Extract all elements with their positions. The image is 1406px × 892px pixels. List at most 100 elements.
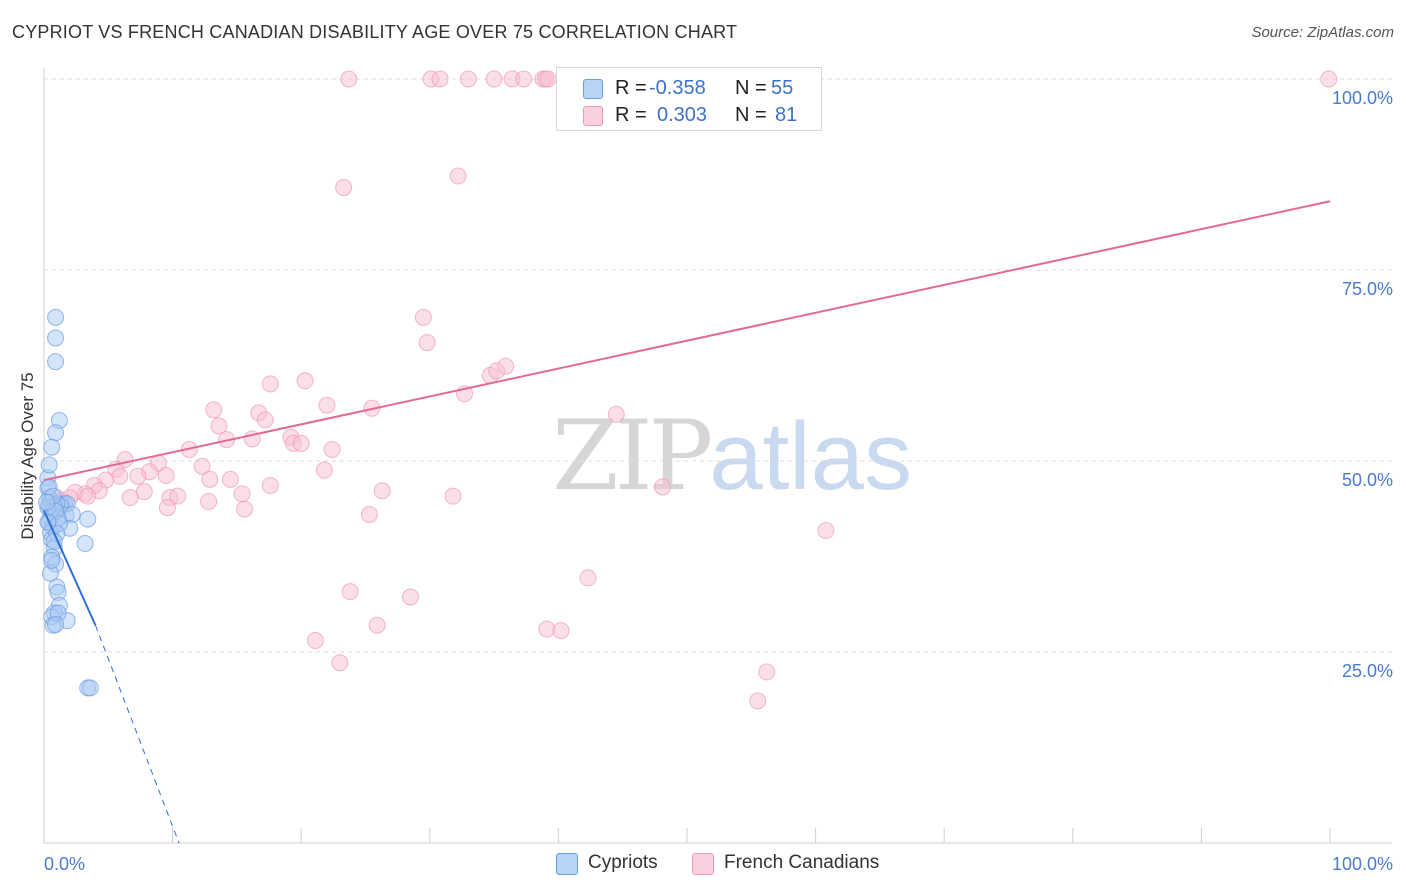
legend-row-french-canadians: R = 0.303 N = 81 xyxy=(557,101,821,129)
french-canadian-point xyxy=(121,489,139,507)
french-canadian-point xyxy=(331,654,349,672)
gridlines xyxy=(44,78,1392,653)
watermark-zip: ZIP xyxy=(552,400,713,512)
cypriot-swatch xyxy=(583,79,603,99)
french-canadian-point xyxy=(485,70,503,88)
french-canadian-points xyxy=(48,70,1338,710)
cypriot-point xyxy=(47,329,65,347)
french-canadian-point xyxy=(335,178,353,196)
cypriot-point xyxy=(43,551,61,569)
french-canadian-point xyxy=(318,396,336,414)
french-canadian-point xyxy=(758,663,776,681)
french-canadian-point xyxy=(539,70,557,88)
cypriot-point xyxy=(79,510,97,528)
french-canadian-point xyxy=(817,522,835,540)
bottom-fc-swatch xyxy=(692,853,714,875)
french-canadian-point xyxy=(201,470,219,488)
french-canadian-point xyxy=(402,588,420,606)
stats-legend: R = -0.358 N = 55 R = 0.303 N = 81 xyxy=(556,67,822,131)
cypriot-point xyxy=(47,615,65,633)
cypriot-r-value: -0.358 xyxy=(649,77,706,99)
french-canadian-trend-line xyxy=(43,200,1331,482)
fc-n-value: 81 xyxy=(775,104,798,126)
cypriot-point xyxy=(43,438,61,456)
french-canadian-point xyxy=(579,569,597,587)
watermark: ZIPatlas xyxy=(552,400,912,512)
french-canadian-point xyxy=(497,357,515,375)
french-canadian-point xyxy=(431,70,449,88)
x-tick-label: 100.0% xyxy=(1332,854,1393,874)
french-canadian-point xyxy=(193,457,211,475)
french-canadian-point xyxy=(459,70,477,88)
french-canadian-point xyxy=(444,487,462,505)
french-canadian-point xyxy=(340,70,358,88)
french-canadian-point xyxy=(296,372,314,390)
cypriot-point xyxy=(81,679,99,697)
y-tick-label: 100.0% xyxy=(1332,88,1393,108)
y-tick-label: 50.0% xyxy=(1342,470,1393,490)
french-canadian-point xyxy=(306,632,324,650)
french-canadian-point xyxy=(129,467,147,485)
french-canadian-point xyxy=(135,483,153,501)
cypriot-point xyxy=(47,353,65,371)
french-canadian-point xyxy=(169,487,187,505)
french-canadian-point xyxy=(79,487,97,505)
french-canadian-point xyxy=(515,70,533,88)
cypriot-point xyxy=(47,308,65,326)
cypriot-point xyxy=(38,493,56,511)
french-canadian-point xyxy=(292,434,310,452)
cypriot-trend-extension xyxy=(94,625,180,844)
y-tick-label: 25.0% xyxy=(1342,661,1393,681)
french-canadian-point xyxy=(341,583,359,601)
french-canadian-point xyxy=(654,478,672,496)
fc-swatch xyxy=(583,106,603,126)
french-canadian-point xyxy=(414,308,432,326)
cypriot-points xyxy=(38,308,99,697)
french-canadian-point xyxy=(749,692,767,710)
french-canadian-point xyxy=(323,441,341,459)
axes xyxy=(43,68,1392,844)
cypriot-n-value: 55 xyxy=(771,77,794,99)
french-canadian-point xyxy=(205,401,223,419)
y-tick-label: 75.0% xyxy=(1342,279,1393,299)
french-canadian-point xyxy=(373,482,391,500)
french-canadian-point xyxy=(418,334,436,352)
french-canadian-point xyxy=(157,467,175,485)
french-canadian-point xyxy=(552,622,570,640)
french-canadian-point xyxy=(210,417,228,435)
french-canadian-point xyxy=(221,470,239,488)
cypriot-point xyxy=(47,424,65,442)
tick-labels: 25.0% 50.0% 75.0% 100.0% 0.0% 100.0% xyxy=(44,88,1393,874)
cypriot-trend-line xyxy=(43,510,97,626)
french-canadian-point xyxy=(261,476,279,494)
legend-row-cypriots: R = -0.358 N = 55 xyxy=(557,74,821,102)
source-label: Source: ZipAtlas.com xyxy=(1251,24,1394,41)
french-canadian-point xyxy=(1320,70,1338,88)
french-canadian-point xyxy=(111,467,129,485)
cypriot-point xyxy=(76,535,94,553)
fc-n-label: N = xyxy=(735,104,767,126)
fc-r-label: R = xyxy=(615,104,647,126)
french-canadian-point xyxy=(200,492,218,510)
bottom-cypriot-swatch xyxy=(556,853,578,875)
chart-title: CYPRIOT VS FRENCH CANADIAN DISABILITY AG… xyxy=(12,22,738,42)
cypriot-point xyxy=(39,513,57,531)
fc-r-value: 0.303 xyxy=(657,104,708,126)
french-canadian-point xyxy=(449,167,467,185)
watermark-atlas: atlas xyxy=(709,403,912,510)
bottom-fc-label: French Canadians xyxy=(724,852,880,873)
french-canadian-point xyxy=(607,405,625,423)
trend-lines xyxy=(43,200,1331,844)
bottom-cypriot-label: Cypriots xyxy=(588,852,658,873)
french-canadian-point xyxy=(236,500,254,518)
cypriot-n-label: N = xyxy=(735,77,767,99)
french-canadian-point xyxy=(360,505,378,523)
french-canadian-point xyxy=(315,461,333,479)
french-canadian-point xyxy=(158,499,176,517)
french-canadian-point xyxy=(368,616,386,634)
french-canadian-point xyxy=(538,620,556,638)
french-canadian-point xyxy=(256,411,274,429)
cypriot-r-label: R = xyxy=(615,77,647,99)
french-canadian-point xyxy=(233,485,251,503)
